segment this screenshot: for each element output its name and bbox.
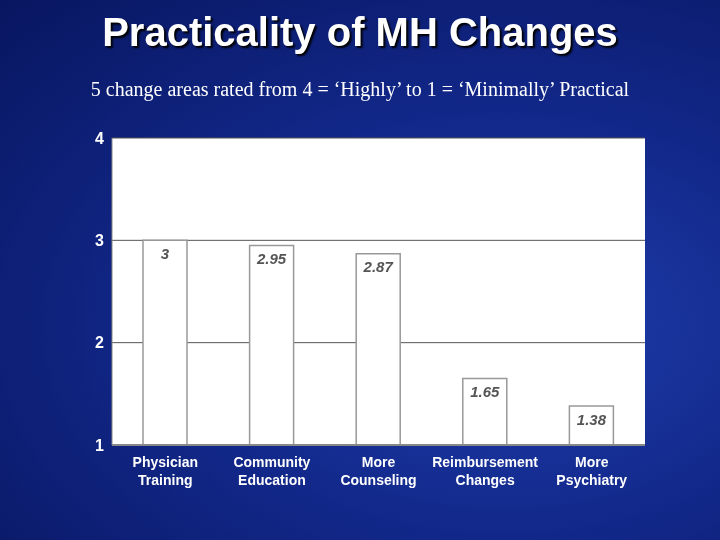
svg-text:4: 4: [95, 130, 104, 147]
svg-text:MoreCounseling: MoreCounseling: [340, 454, 416, 488]
svg-text:3: 3: [95, 232, 104, 249]
svg-text:CommunityEducation: CommunityEducation: [233, 454, 310, 488]
svg-text:3: 3: [161, 245, 170, 262]
svg-text:1.38: 1.38: [577, 411, 607, 428]
svg-text:2.87: 2.87: [363, 258, 394, 275]
html-text:Practicality of MH Changes: Practicality of MH Changes: [102, 10, 618, 54]
svg-text:1: 1: [95, 437, 104, 454]
svg-text:ReimbursementChanges: ReimbursementChanges: [432, 454, 538, 488]
svg-text:2: 2: [95, 334, 104, 351]
svg-text:MorePsychiatry: MorePsychiatry: [556, 454, 627, 488]
html-text:5 change areas rated from 4 =: 5 change areas rated from 4 = ‘Highly’ t…: [90, 78, 630, 100]
svg-text:2.95: 2.95: [256, 250, 287, 267]
svg-text:PhysicianTraining: PhysicianTraining: [133, 454, 198, 488]
svg-text:1.65: 1.65: [470, 383, 500, 400]
